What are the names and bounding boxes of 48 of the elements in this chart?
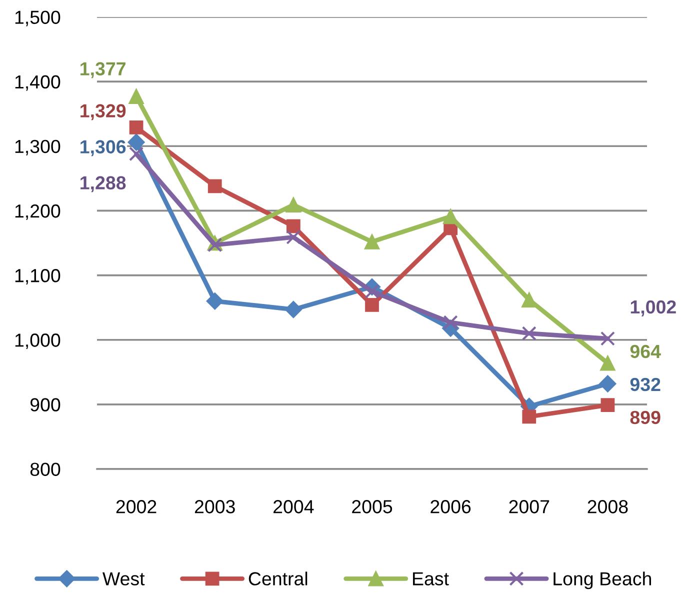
legend-label: East (413, 572, 449, 586)
point (284, 300, 302, 318)
point (522, 410, 536, 424)
data-label: 1,002 (630, 300, 676, 316)
y-tick-label: 900 (30, 398, 60, 412)
x-tick-label: 2006 (430, 500, 471, 514)
point (522, 292, 537, 308)
y-tick-label: 1,200 (15, 204, 60, 220)
data-label: 932 (630, 378, 660, 392)
x-tick-label: 2008 (588, 500, 628, 514)
y-tick-label: 1,500 (15, 10, 60, 26)
point (286, 219, 300, 234)
point (128, 88, 144, 104)
point (364, 284, 380, 299)
x-tick-label: 2005 (352, 500, 392, 514)
legend-label: Central (248, 572, 308, 586)
point (600, 331, 616, 346)
data-label: 1,288 (80, 176, 126, 192)
point (128, 134, 145, 151)
point (522, 326, 536, 341)
x-tick-label: 2003 (194, 500, 235, 514)
legend-label: West (102, 572, 145, 586)
point (600, 398, 615, 412)
point (129, 120, 144, 134)
data-label: 1,377 (80, 62, 126, 78)
x-tick-label: 2002 (116, 500, 156, 514)
data-label: 899 (630, 410, 660, 424)
point (286, 197, 302, 213)
y-tick-label: 1,300 (15, 140, 60, 156)
y-tick-label: 1,100 (15, 268, 60, 284)
y-tick-label: 1,000 (15, 334, 60, 350)
point (365, 298, 379, 312)
legend-label: Long Beach (554, 572, 651, 590)
y-tick-label: 1,400 (15, 75, 60, 91)
point (286, 230, 301, 244)
x-tick-label: 2007 (509, 500, 550, 514)
point (442, 208, 458, 224)
point (208, 179, 222, 194)
point (128, 146, 144, 162)
data-label: 964 (630, 344, 661, 358)
point (600, 355, 616, 371)
point (206, 292, 224, 310)
point (599, 375, 616, 392)
y-tick-label: 800 (30, 462, 60, 476)
data-label: 1,306 (80, 140, 126, 156)
point (364, 234, 380, 250)
x-tick-label: 2004 (274, 500, 314, 514)
data-label: 1,329 (80, 104, 126, 120)
